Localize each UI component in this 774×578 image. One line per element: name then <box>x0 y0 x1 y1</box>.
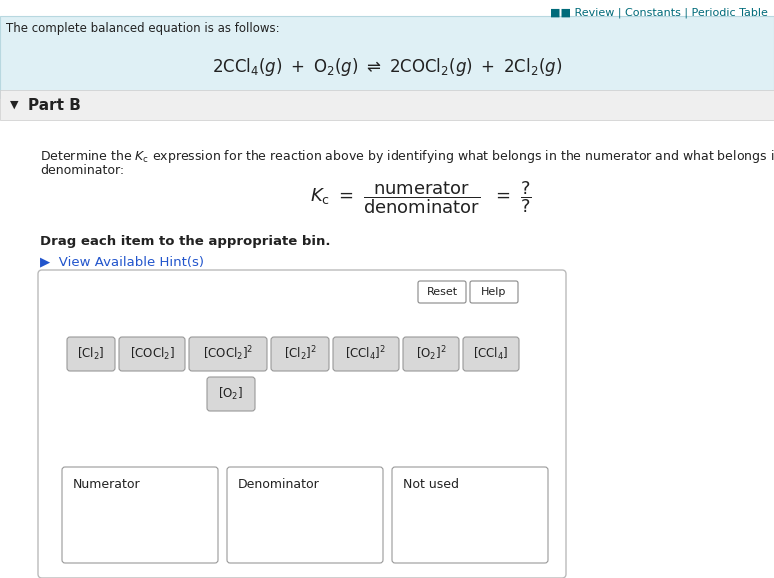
FancyBboxPatch shape <box>189 337 267 371</box>
FancyBboxPatch shape <box>463 337 519 371</box>
Text: $2\mathrm{CCl_4}(g)\ +\ \mathrm{O_2}(g)\ \rightleftharpoons\ 2\mathrm{COCl_2}(g): $2\mathrm{CCl_4}(g)\ +\ \mathrm{O_2}(g)\… <box>212 56 562 78</box>
FancyBboxPatch shape <box>67 337 115 371</box>
Bar <box>0 90 774 120</box>
Text: $[\mathrm{Cl_2}]^2$: $[\mathrm{Cl_2}]^2$ <box>283 344 317 364</box>
Text: $[\mathrm{O_2}]$: $[\mathrm{O_2}]$ <box>218 386 244 402</box>
FancyBboxPatch shape <box>271 337 329 371</box>
Bar <box>0 16 774 98</box>
FancyBboxPatch shape <box>38 270 566 578</box>
Text: The complete balanced equation is as follows:: The complete balanced equation is as fol… <box>6 22 279 35</box>
Text: $\mathit{K}_\mathrm{c}\ =\ \dfrac{\mathrm{numerator}}{\mathrm{denominator}}\ \ =: $\mathit{K}_\mathrm{c}\ =\ \dfrac{\mathr… <box>310 180 532 216</box>
FancyBboxPatch shape <box>333 337 399 371</box>
FancyBboxPatch shape <box>119 337 185 371</box>
FancyBboxPatch shape <box>403 337 459 371</box>
Text: $[\mathrm{CCl_4}]$: $[\mathrm{CCl_4}]$ <box>473 346 509 362</box>
Text: Numerator: Numerator <box>73 478 141 491</box>
Text: Not used: Not used <box>403 478 459 491</box>
Text: $[\mathrm{Cl_2}]$: $[\mathrm{Cl_2}]$ <box>77 346 104 362</box>
Text: Part B: Part B <box>28 98 80 113</box>
Text: Determine the $K_\mathrm{c}$ expression for the reaction above by identifying wh: Determine the $K_\mathrm{c}$ expression … <box>40 148 774 165</box>
FancyBboxPatch shape <box>62 467 218 563</box>
Text: $[\mathrm{COCl_2}]$: $[\mathrm{COCl_2}]$ <box>129 346 174 362</box>
Text: Drag each item to the appropriate bin.: Drag each item to the appropriate bin. <box>40 235 330 248</box>
FancyBboxPatch shape <box>418 281 466 303</box>
Text: ■■ Review | Constants | Periodic Table: ■■ Review | Constants | Periodic Table <box>550 8 768 18</box>
Text: Help: Help <box>481 287 507 297</box>
Text: $[\mathrm{O_2}]^2$: $[\mathrm{O_2}]^2$ <box>416 344 447 364</box>
Text: denominator:: denominator: <box>40 164 124 177</box>
FancyBboxPatch shape <box>470 281 518 303</box>
FancyBboxPatch shape <box>227 467 383 563</box>
Text: ▼: ▼ <box>10 100 19 110</box>
Text: Reset: Reset <box>426 287 457 297</box>
Text: Denominator: Denominator <box>238 478 320 491</box>
Text: $[\mathrm{COCl_2}]^2$: $[\mathrm{COCl_2}]^2$ <box>203 344 253 364</box>
FancyBboxPatch shape <box>207 377 255 411</box>
Text: ▶  View Available Hint(s): ▶ View Available Hint(s) <box>40 255 204 268</box>
FancyBboxPatch shape <box>392 467 548 563</box>
Text: $[\mathrm{CCl_4}]^2$: $[\mathrm{CCl_4}]^2$ <box>345 344 386 364</box>
